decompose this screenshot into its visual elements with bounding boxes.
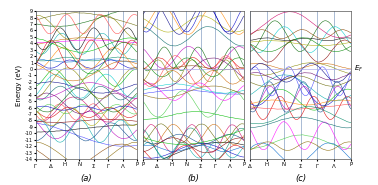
Text: (a): (a) (81, 174, 92, 183)
Text: (c): (c) (295, 174, 306, 183)
Y-axis label: Energy (eV): Energy (eV) (16, 65, 22, 106)
Text: (b): (b) (187, 174, 200, 183)
Text: $E_F$: $E_F$ (354, 64, 364, 74)
